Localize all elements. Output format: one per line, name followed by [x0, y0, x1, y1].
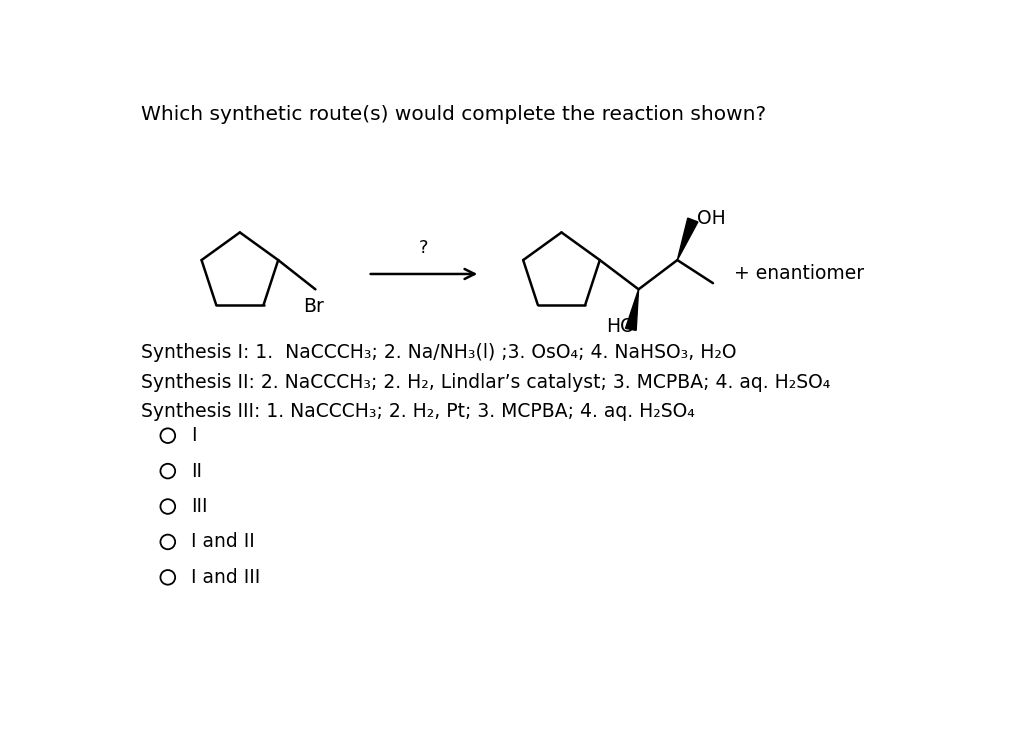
- Text: I and III: I and III: [191, 568, 260, 587]
- Text: II: II: [191, 462, 202, 481]
- Text: Br: Br: [303, 297, 324, 316]
- Text: Synthesis III: 1. NaCCCH₃; 2. H₂, Pt; 3. MCPBA; 4. aq. H₂SO₄: Synthesis III: 1. NaCCCH₃; 2. H₂, Pt; 3.…: [142, 401, 695, 421]
- Text: + enantiomer: + enantiomer: [733, 265, 863, 284]
- Text: Which synthetic route(s) would complete the reaction shown?: Which synthetic route(s) would complete …: [142, 104, 766, 123]
- Text: III: III: [191, 497, 207, 516]
- Text: ?: ?: [419, 239, 428, 257]
- Text: I and II: I and II: [191, 532, 255, 551]
- Text: OH: OH: [696, 209, 725, 228]
- Text: I: I: [191, 426, 197, 445]
- Polygon shape: [677, 218, 697, 260]
- Text: Synthesis II: 2. NaCCCH₃; 2. H₂, Lindlar’s catalyst; 3. MCPBA; 4. aq. H₂SO₄: Synthesis II: 2. NaCCCH₃; 2. H₂, Lindlar…: [142, 373, 830, 392]
- Text: HO: HO: [605, 317, 634, 336]
- Polygon shape: [625, 290, 638, 330]
- Text: Synthesis I: 1.  NaCCCH₃; 2. Na/NH₃(l) ;3. OsO₄; 4. NaHSO₃, H₂O: Synthesis I: 1. NaCCCH₃; 2. Na/NH₃(l) ;3…: [142, 343, 737, 362]
